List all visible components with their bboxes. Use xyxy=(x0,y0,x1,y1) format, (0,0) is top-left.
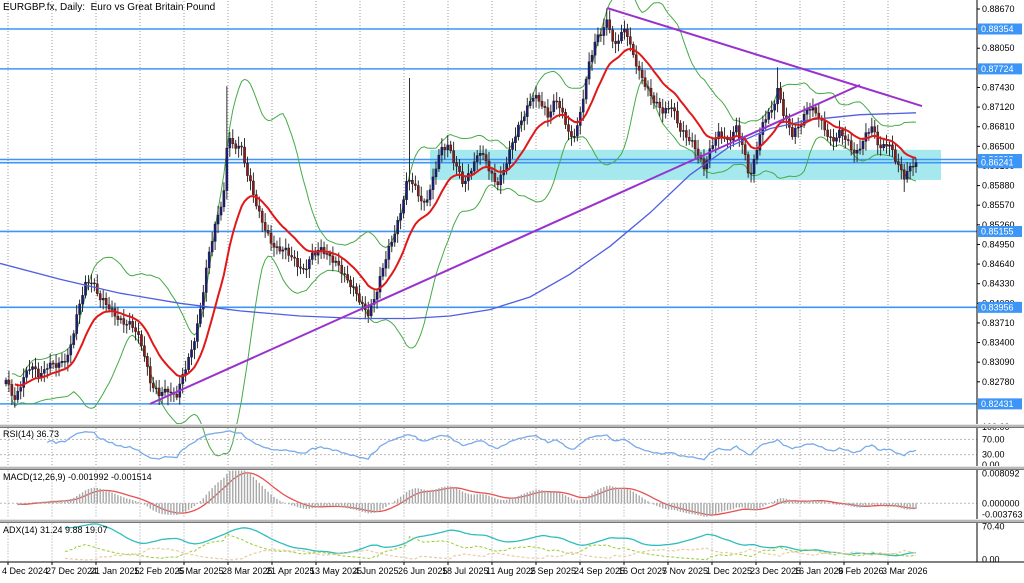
price-level-label: 0.85155 xyxy=(981,226,1014,236)
panel-separator[interactable] xyxy=(0,519,1024,523)
panel-separator[interactable] xyxy=(0,424,1024,428)
date-label: 21 Apr 2025 xyxy=(266,566,315,576)
price-tick-label: 0.85570 xyxy=(982,200,1015,210)
date-label: 9 Feb 2026 xyxy=(838,566,884,576)
price-tick-label: 0.85880 xyxy=(982,181,1015,191)
panel-separator[interactable] xyxy=(0,466,1024,470)
price-tick-label: 0.86500 xyxy=(982,141,1015,151)
date-label: 4 Dec 2024 xyxy=(2,566,48,576)
date-label: 16 Oct 2025 xyxy=(618,566,667,576)
price-tick-label: 0.86810 xyxy=(982,122,1015,132)
blue-ma-line xyxy=(0,112,917,320)
date-label: 26 Jun 2025 xyxy=(398,566,448,576)
price-level-label: 0.82431 xyxy=(981,399,1014,409)
date-label: 28 Mar 2025 xyxy=(222,566,273,576)
bollinger-bands xyxy=(11,0,917,457)
support-zone-rect[interactable] xyxy=(430,149,941,180)
ascending-trendline[interactable] xyxy=(149,84,861,405)
red-ma-line xyxy=(14,47,917,387)
price-tick-label: 0.83090 xyxy=(982,357,1015,367)
price-level-label: 0.86241 xyxy=(981,158,1014,168)
minus-di-line xyxy=(64,547,917,561)
adx-panel-area[interactable] xyxy=(0,523,977,562)
date-label: 6 Mar 2025 xyxy=(178,566,224,576)
price-axis-area[interactable] xyxy=(977,0,1024,562)
indicator-scale-label: 0.008092 xyxy=(982,469,1020,479)
date-label: 23 Dec 2025 xyxy=(750,566,801,576)
date-label: 18 Jul 2025 xyxy=(442,566,489,576)
date-label: 4 Jun 2025 xyxy=(354,566,399,576)
indicator-scale-label: 70.40 xyxy=(982,522,1005,532)
indicator-scale-label: 0.000000 xyxy=(982,498,1020,508)
date-label: 27 Dec 2024 xyxy=(46,566,97,576)
rsi-panel-area[interactable] xyxy=(0,428,977,466)
indicator-scale-label: 30.00 xyxy=(982,450,1005,460)
price-tick-label: 0.84330 xyxy=(982,279,1015,289)
candles-layer xyxy=(4,8,918,408)
rsi-panel-label: RSI(14) 36.73 xyxy=(3,429,60,439)
price-level-label: 0.87724 xyxy=(981,64,1014,74)
rsi-panel xyxy=(0,430,977,461)
main-chart-area[interactable] xyxy=(0,0,977,424)
macd-panel-label: MACD(12,26,9) -0.001992 -0.001514 xyxy=(3,472,152,482)
adx-main-line xyxy=(64,523,917,557)
indicator-scale-label: -0.003763 xyxy=(982,510,1023,520)
plus-di-line xyxy=(64,533,917,561)
date-label: 13 May 2025 xyxy=(310,566,362,576)
price-tick-label: 0.88670 xyxy=(982,4,1015,14)
date-label: 11 Aug 2025 xyxy=(486,566,536,576)
price-tick-labels: 0.88670 0.88050 0.87430 0.87120 0.86810 0.865… xyxy=(977,4,1015,387)
price-tick-label: 0.83400 xyxy=(982,338,1015,348)
price-tick-label: 0.83710 xyxy=(982,318,1015,328)
adx-panel xyxy=(64,523,917,561)
price-tick-label: 0.85260 xyxy=(982,220,1015,230)
price-tick-label: 0.84950 xyxy=(982,239,1015,249)
date-label: 2 Sep 2025 xyxy=(530,566,576,576)
indicator-scale-label: 70.00 xyxy=(982,434,1005,444)
date-label: 24 Sep 2025 xyxy=(574,566,625,576)
price-tick-label: 0.82780 xyxy=(982,377,1015,387)
date-label: 21 Jan 2025 xyxy=(90,566,140,576)
price-tick-label: 0.84640 xyxy=(982,259,1015,269)
price-tick-label: 0.87430 xyxy=(982,82,1015,92)
indicator-scale-label: 0.00 xyxy=(982,460,1000,470)
time-axis-area[interactable] xyxy=(0,562,1024,583)
price-tick-label: 0.88050 xyxy=(982,43,1015,53)
adx-panel-label: ADX(14) 31.24 9.88 19.07 xyxy=(3,525,108,535)
macd-panel-area[interactable] xyxy=(0,470,977,519)
macd-histogram xyxy=(17,470,917,517)
date-label: 16 Jan 2026 xyxy=(794,566,844,576)
descending-trendline[interactable] xyxy=(606,7,923,107)
rsi-line xyxy=(46,430,917,461)
date-label: 3 Mar 2026 xyxy=(882,566,928,576)
indicator-scale-label: 0.00 xyxy=(982,555,1000,565)
highlighted-price-labels: 0.883540.877240.862920.862410.851550.839… xyxy=(978,23,1022,410)
date-label: 1 Dec 2025 xyxy=(706,566,752,576)
price-level-label: 0.88354 xyxy=(981,24,1014,34)
price-tick-label: 0.87120 xyxy=(982,102,1015,112)
chart-title: EURGBP.fx, Daily: Euro vs Great Britain … xyxy=(3,2,216,13)
horizontal-levels xyxy=(0,28,977,405)
date-label: 7 Nov 2025 xyxy=(662,566,708,576)
date-label: 12 Feb 2025 xyxy=(134,566,185,576)
price-level-label: 0.83956 xyxy=(981,302,1014,312)
